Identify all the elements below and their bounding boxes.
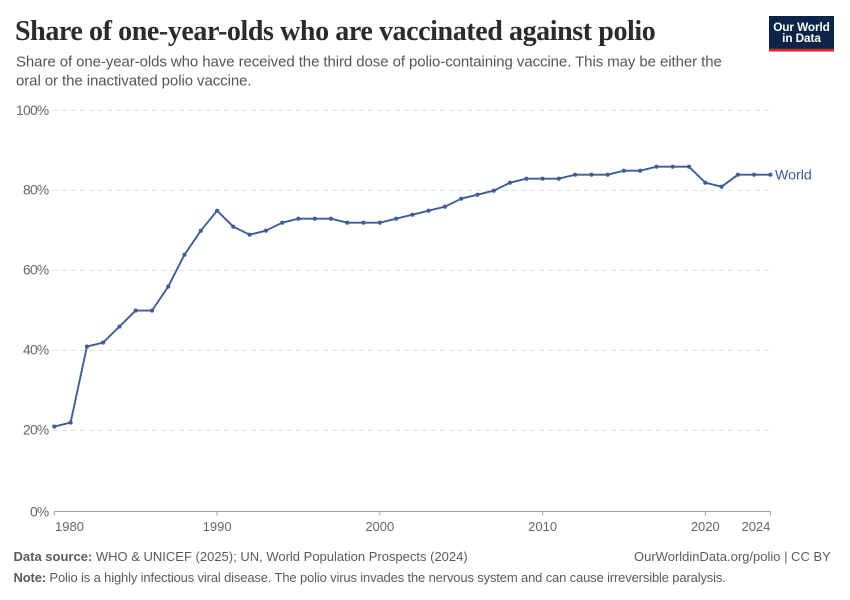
svg-text:OurWorldinData.org/polio | CC: OurWorldinData.org/polio | CC BY	[634, 549, 831, 564]
svg-text:1980: 1980	[55, 519, 84, 534]
svg-text:Data source: WHO & UNICEF (202: Data source: WHO & UNICEF (2025); UN, Wo…	[14, 549, 468, 564]
svg-text:2000: 2000	[365, 519, 394, 534]
svg-text:1990: 1990	[203, 519, 232, 534]
svg-text:100%: 100%	[16, 103, 49, 118]
svg-text:40%: 40%	[23, 343, 49, 358]
svg-text:2024: 2024	[741, 519, 770, 534]
svg-text:20%: 20%	[23, 423, 49, 438]
svg-text:Our World: Our World	[773, 20, 830, 34]
svg-text:2010: 2010	[528, 519, 557, 534]
svg-text:Share of one-year-olds who are: Share of one-year-olds who are vaccinate…	[15, 16, 655, 47]
svg-text:World: World	[775, 168, 812, 184]
svg-text:in Data: in Data	[782, 31, 821, 45]
svg-text:Note: Polio is a highly infect: Note: Polio is a highly infectious viral…	[14, 570, 726, 585]
svg-text:oral or the inactivated polio: oral or the inactivated polio vaccine.	[16, 73, 251, 90]
svg-text:0%: 0%	[30, 504, 49, 519]
svg-text:2020: 2020	[691, 519, 720, 534]
svg-text:80%: 80%	[23, 183, 49, 198]
svg-text:Share of one-year-olds who hav: Share of one-year-olds who have received…	[16, 54, 722, 71]
svg-text:60%: 60%	[23, 263, 49, 278]
